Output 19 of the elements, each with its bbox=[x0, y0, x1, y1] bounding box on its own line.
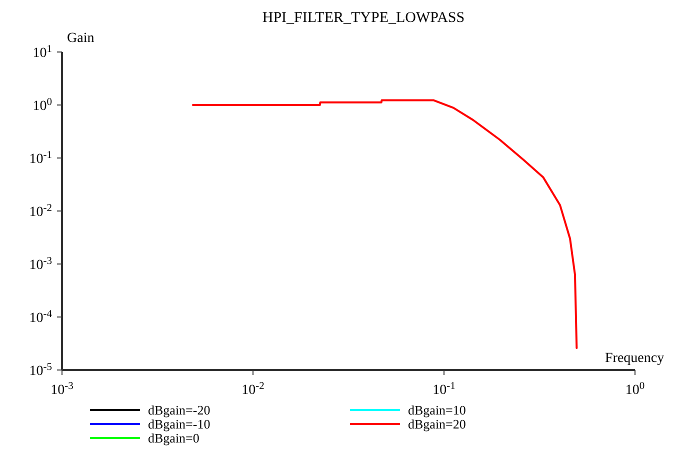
x-tick-label: 10$^{-2}$ bbox=[242, 380, 264, 398]
y-axis-title: Gain bbox=[67, 31, 94, 46]
x-axis-title: Frequency bbox=[605, 351, 664, 366]
legend-label: dBgain=20 bbox=[408, 416, 466, 432]
y-tick-label: 10$^{-4}$ bbox=[29, 308, 53, 326]
chart-title: HPI_FILTER_TYPE_LOWPASS bbox=[262, 10, 465, 26]
y-tick-label: 10$^{-3}$ bbox=[29, 255, 52, 273]
y-tick-label: 10$^{1}$ bbox=[32, 43, 52, 61]
legend-label: dBgain=-10 bbox=[148, 416, 210, 432]
y-tick-label: 10$^{-2}$ bbox=[29, 202, 52, 220]
x-tick-label: 10$^{-3}$ bbox=[50, 380, 74, 398]
x-tick-label: 10$^{-1}$ bbox=[432, 380, 456, 398]
legend-label: dBgain=-20 bbox=[148, 402, 210, 418]
y-tick-label: 10$^{-1}$ bbox=[29, 149, 52, 167]
legend-label: dBgain=0 bbox=[148, 430, 200, 446]
y-tick-label: 10$^{-5}$ bbox=[29, 361, 52, 379]
y-tick-label: 10$^{0}$ bbox=[32, 96, 52, 114]
legend-label: dBgain=10 bbox=[408, 402, 466, 418]
x-tick-label: 10$^{0}$ bbox=[625, 380, 645, 398]
